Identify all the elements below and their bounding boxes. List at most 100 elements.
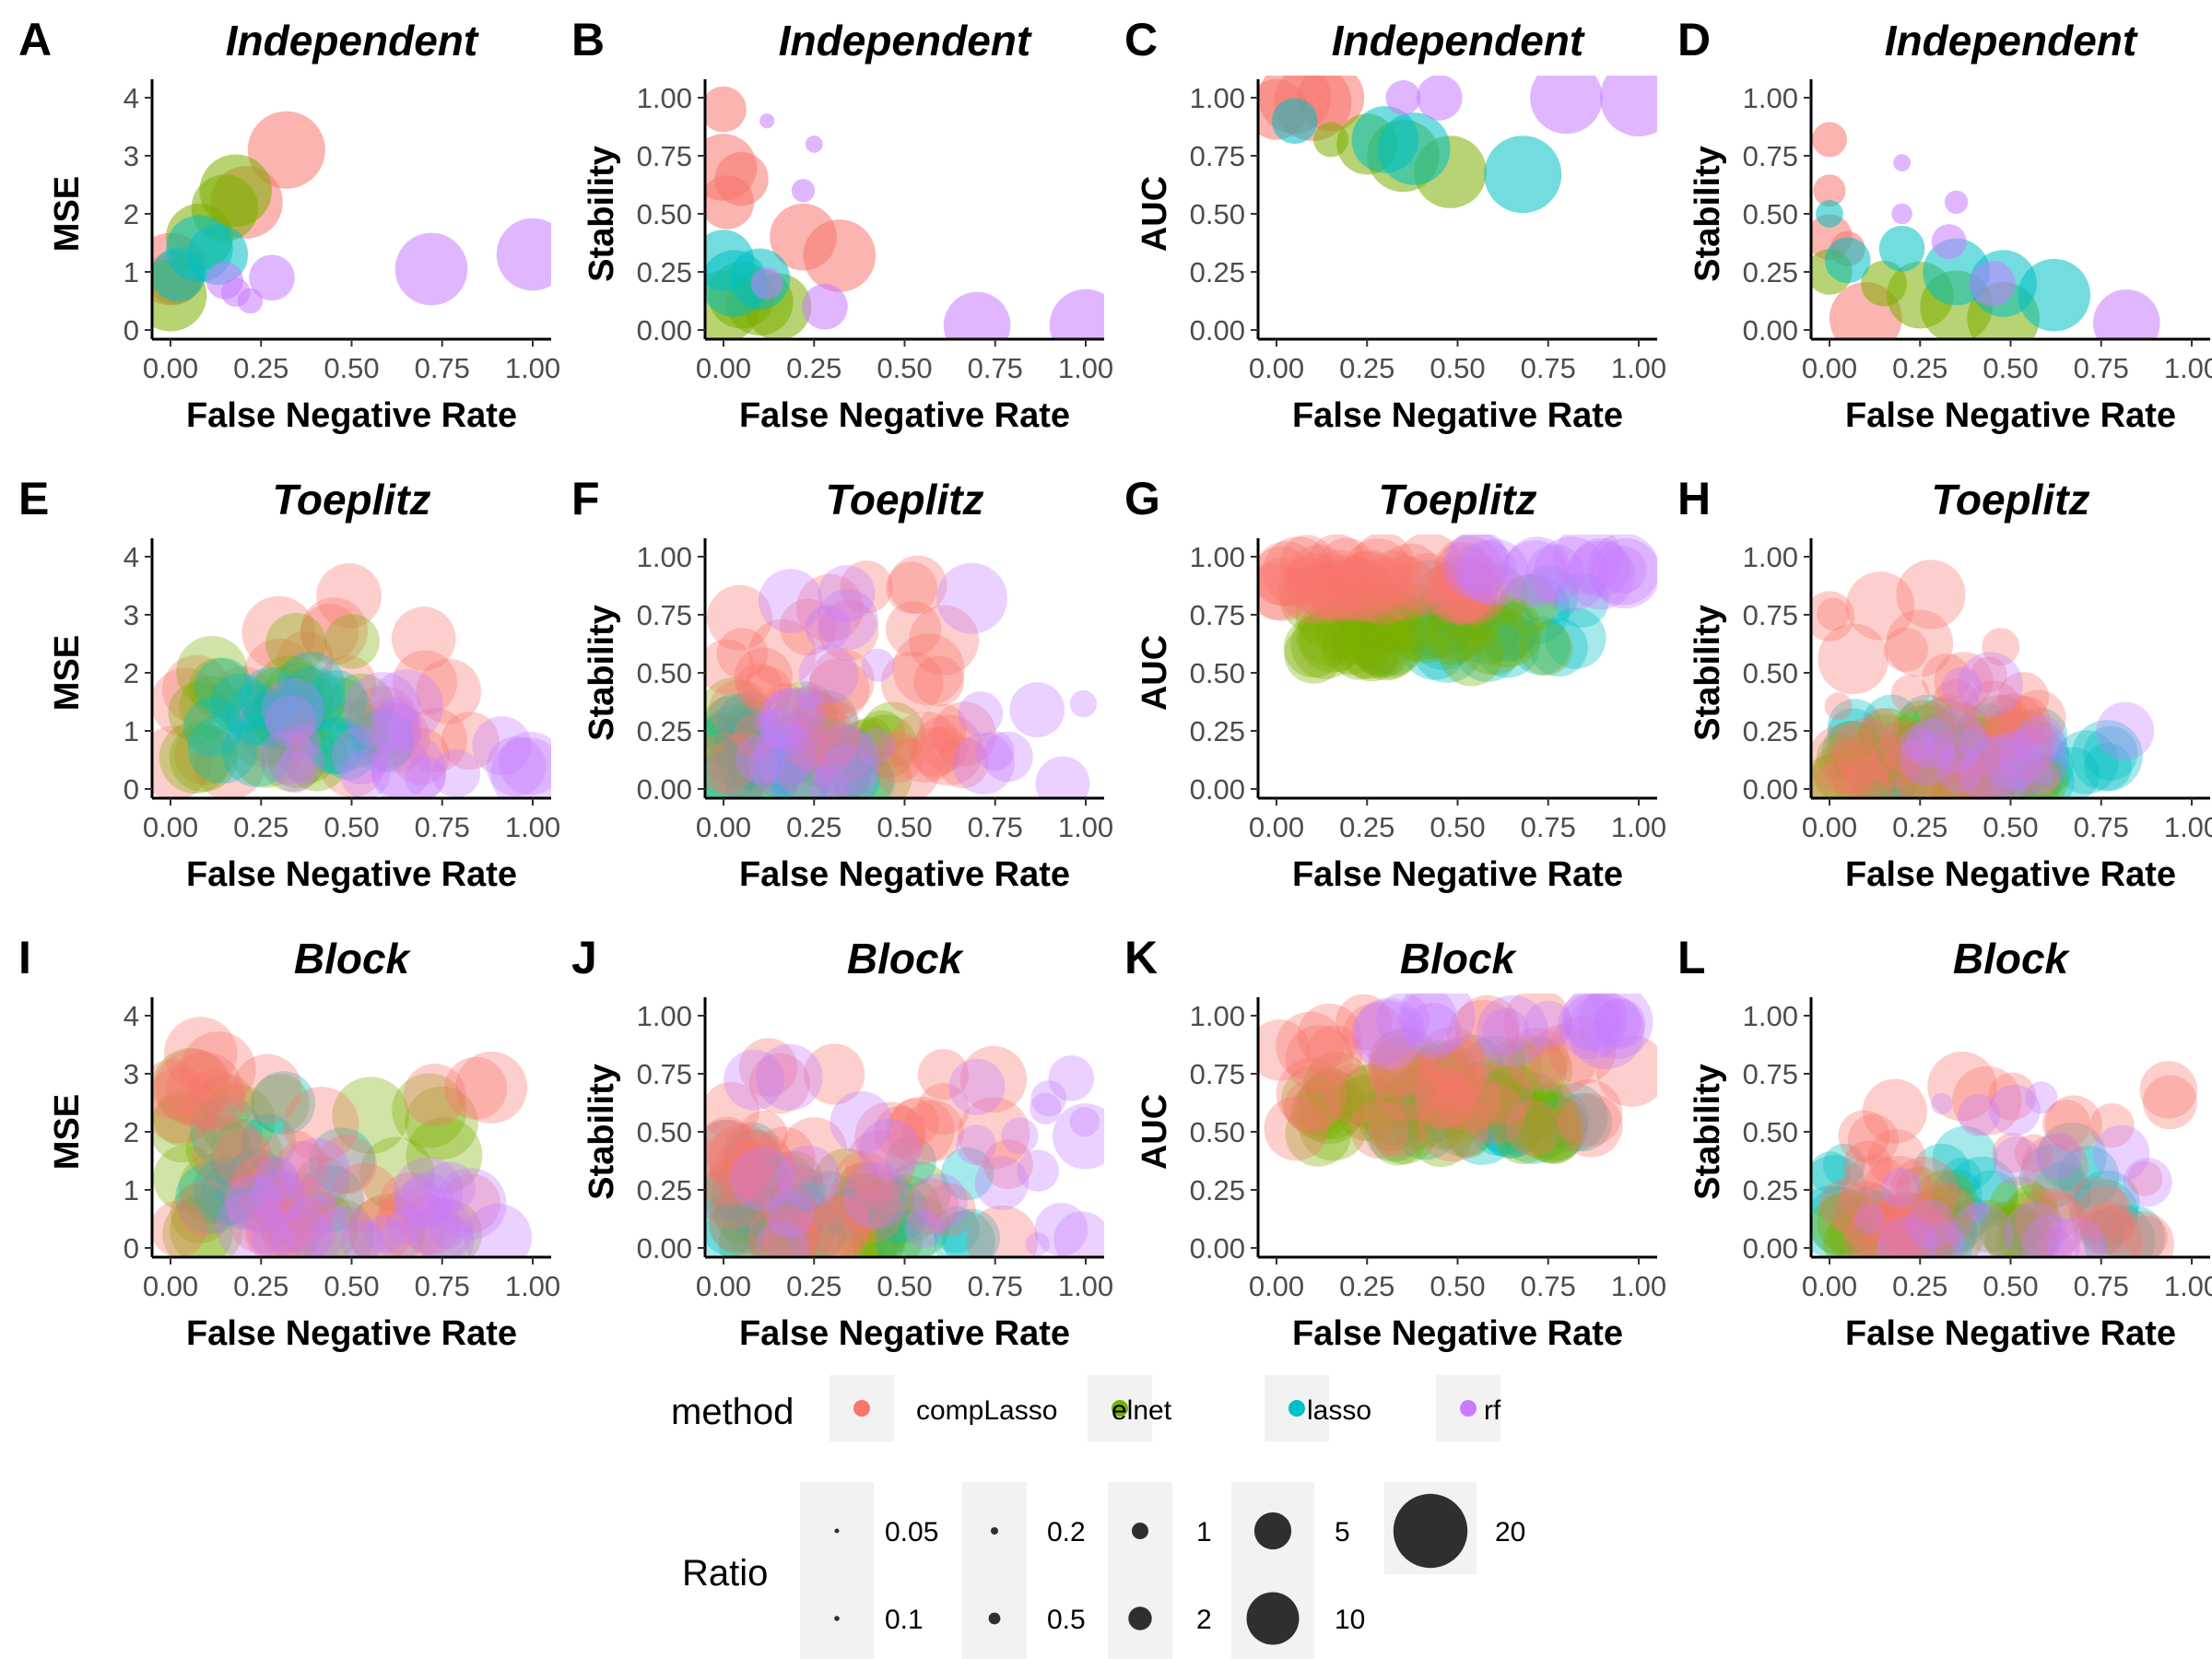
point-lasso: [1329, 561, 1396, 629]
point-rf: [1017, 1149, 1060, 1192]
point-elnet: [1419, 1050, 1475, 1105]
point-rf: [948, 1058, 1006, 1115]
point-compLasso: [1842, 1140, 1892, 1190]
point-elnet: [1931, 1215, 1983, 1257]
point-rf: [260, 728, 317, 785]
point-compLasso: [811, 1196, 870, 1256]
point-compLasso: [403, 1064, 466, 1127]
x-tick-label: 0.75: [415, 811, 470, 843]
point-rf: [370, 669, 444, 743]
point-compLasso: [779, 747, 832, 798]
x-tick-label: 0.00: [696, 811, 751, 843]
point-elnet: [303, 677, 371, 745]
point-compLasso: [705, 1159, 770, 1230]
point-lasso: [1816, 200, 1843, 228]
legend-label: compLasso: [916, 1395, 1057, 1426]
y-tick-label: 0.00: [637, 314, 692, 347]
point-compLasso: [917, 1049, 970, 1100]
point-lasso: [1378, 112, 1451, 185]
y-tick-label: 0.75: [637, 140, 692, 172]
point-lasso: [1956, 703, 2018, 765]
point-elnet: [1927, 1184, 1974, 1231]
point-rf: [393, 1157, 464, 1227]
point-compLasso: [809, 648, 875, 714]
point-lasso: [1522, 1095, 1589, 1161]
point-elnet: [885, 1160, 951, 1227]
point-compLasso: [279, 1179, 336, 1237]
point-rf: [817, 589, 878, 651]
point-elnet: [705, 1157, 768, 1220]
y-axis-title: Stability: [1688, 1064, 1727, 1200]
point-rf: [418, 1213, 475, 1257]
point-elnet: [1299, 1092, 1368, 1161]
point-rf: [1030, 1080, 1067, 1117]
point-rf: [756, 1043, 823, 1111]
point-elnet: [1811, 750, 1874, 798]
point-lasso: [2083, 725, 2138, 781]
point-rf: [405, 756, 447, 798]
point-elnet: [1343, 625, 1400, 682]
point-lasso: [2079, 1209, 2125, 1255]
point-elnet: [405, 1086, 478, 1160]
point-compLasso: [1848, 1113, 1900, 1165]
point-lasso: [2011, 735, 2074, 797]
method-legend-title: method: [671, 1392, 794, 1432]
point-compLasso: [243, 1197, 310, 1257]
y-tick-label: 0.50: [1743, 198, 1798, 230]
ratio-label: 0.1: [885, 1605, 924, 1635]
point-elnet: [755, 1211, 818, 1257]
ratio-label: 1: [1196, 1517, 1212, 1547]
point-rf: [1399, 994, 1476, 1054]
point-elnet: [841, 1211, 900, 1257]
point-elnet: [713, 1185, 771, 1243]
point-rf: [1533, 536, 1608, 612]
x-tick-label: 0.25: [786, 352, 841, 384]
x-tick-label: 0.75: [2074, 352, 2129, 384]
point-compLasso: [845, 1184, 904, 1242]
point-elnet: [1816, 734, 1863, 780]
point-compLasso: [392, 650, 458, 715]
point-compLasso: [1862, 1078, 1927, 1144]
point-rf: [1998, 724, 2068, 794]
point-compLasso: [902, 1178, 959, 1234]
point-elnet: [1390, 594, 1460, 664]
panel-D: D Independent 0.00 0.25 0.50 0.75 1.00 0.00 0.25…: [1677, 14, 2212, 435]
ratio-legend: Ratio 0.05 0.1 0.2 0.5 1 2 5 10 20: [682, 1482, 1525, 1659]
point-compLasso: [166, 1052, 244, 1130]
point-rf: [911, 1173, 968, 1230]
point-rf: [2093, 289, 2160, 339]
point-compLasso: [192, 1116, 266, 1190]
point-compLasso: [1952, 1065, 2022, 1136]
point-compLasso: [441, 712, 500, 771]
point-rf: [1035, 756, 1090, 798]
point-lasso: [242, 692, 299, 748]
point-compLasso: [922, 725, 969, 772]
point-elnet: [859, 710, 906, 757]
point-rf: [1503, 536, 1571, 604]
point-elnet: [851, 1211, 906, 1257]
point-rf: [1906, 718, 1956, 768]
panel-K: K Block 0.00 0.25 0.50 0.75 1.00 0.00 0.25 0.50 0.…: [1124, 932, 1666, 1353]
point-lasso: [724, 1122, 781, 1180]
point-lasso: [2002, 1203, 2063, 1257]
point-compLasso: [1349, 558, 1418, 626]
point-rf: [401, 1171, 453, 1224]
point-compLasso: [763, 1181, 818, 1235]
x-tick-label: 0.00: [1249, 1270, 1304, 1302]
point-elnet: [722, 721, 789, 788]
point-elnet: [185, 1116, 252, 1182]
point-compLasso: [751, 1126, 816, 1191]
point-rf: [1949, 1202, 2014, 1257]
point-lasso: [194, 657, 253, 716]
point-elnet: [348, 1194, 426, 1257]
y-tick-label: 0.25: [1743, 256, 1798, 288]
point-elnet: [200, 1084, 276, 1159]
legend-dot: [1112, 1400, 1128, 1417]
point-rf: [798, 644, 859, 705]
point-compLasso: [1418, 1026, 1485, 1092]
y-tick-label: 0.50: [1190, 1116, 1245, 1148]
point-lasso: [1947, 716, 2000, 770]
point-lasso: [1851, 747, 1918, 798]
point-elnet: [1421, 606, 1480, 665]
point-rf: [956, 1124, 996, 1166]
